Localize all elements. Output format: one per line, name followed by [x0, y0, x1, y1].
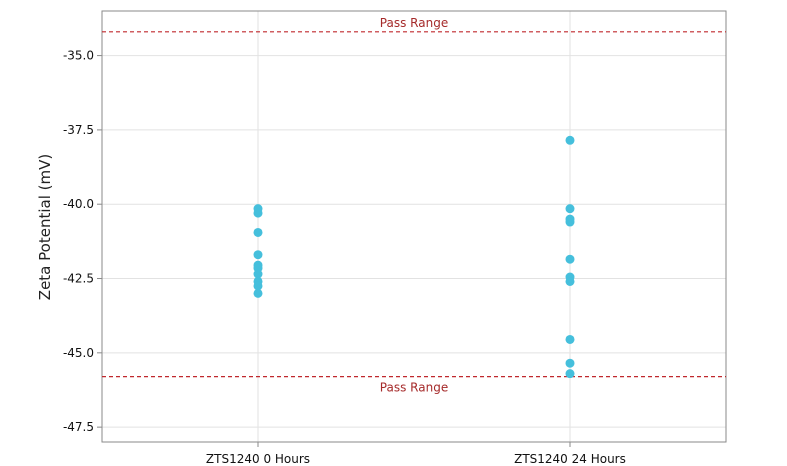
reference-line-label: Pass Range [380, 16, 448, 30]
x-tick-label: ZTS1240 0 Hours [206, 452, 310, 466]
data-point [565, 276, 575, 286]
reference-line-label: Pass Range [380, 381, 448, 395]
data-point [565, 358, 575, 368]
x-tick-label: ZTS1240 24 Hours [514, 452, 626, 466]
data-point [565, 334, 575, 344]
data-point [253, 227, 263, 237]
y-tick-label: -35.0 [63, 49, 94, 63]
data-point [565, 369, 575, 379]
data-point [565, 204, 575, 214]
data-point [253, 281, 263, 291]
y-tick-label: -37.5 [63, 123, 94, 137]
grid-lines [102, 11, 726, 442]
data-point [253, 269, 263, 279]
y-tick-label: -40.0 [63, 197, 94, 211]
data-point [565, 254, 575, 264]
plot-frame [101, 10, 727, 443]
y-tick-label: -47.5 [63, 420, 94, 434]
y-axis-title: Zeta Potential (mV) [36, 154, 54, 300]
data-point [565, 217, 575, 227]
data-point [253, 208, 263, 218]
data-point [253, 288, 263, 298]
reference-lines: Pass Range Pass Range [102, 16, 726, 395]
x-axis-ticks: ZTS1240 0 Hours ZTS1240 24 Hours [206, 442, 626, 466]
data-point [565, 135, 575, 145]
data-point [253, 250, 263, 260]
y-axis-ticks: -35.0 -37.5 -40.0 -42.5 -45.0 -47.5 [63, 49, 102, 434]
data-points [253, 135, 575, 379]
y-tick-label: -42.5 [63, 272, 94, 286]
y-tick-label: -45.0 [63, 346, 94, 360]
